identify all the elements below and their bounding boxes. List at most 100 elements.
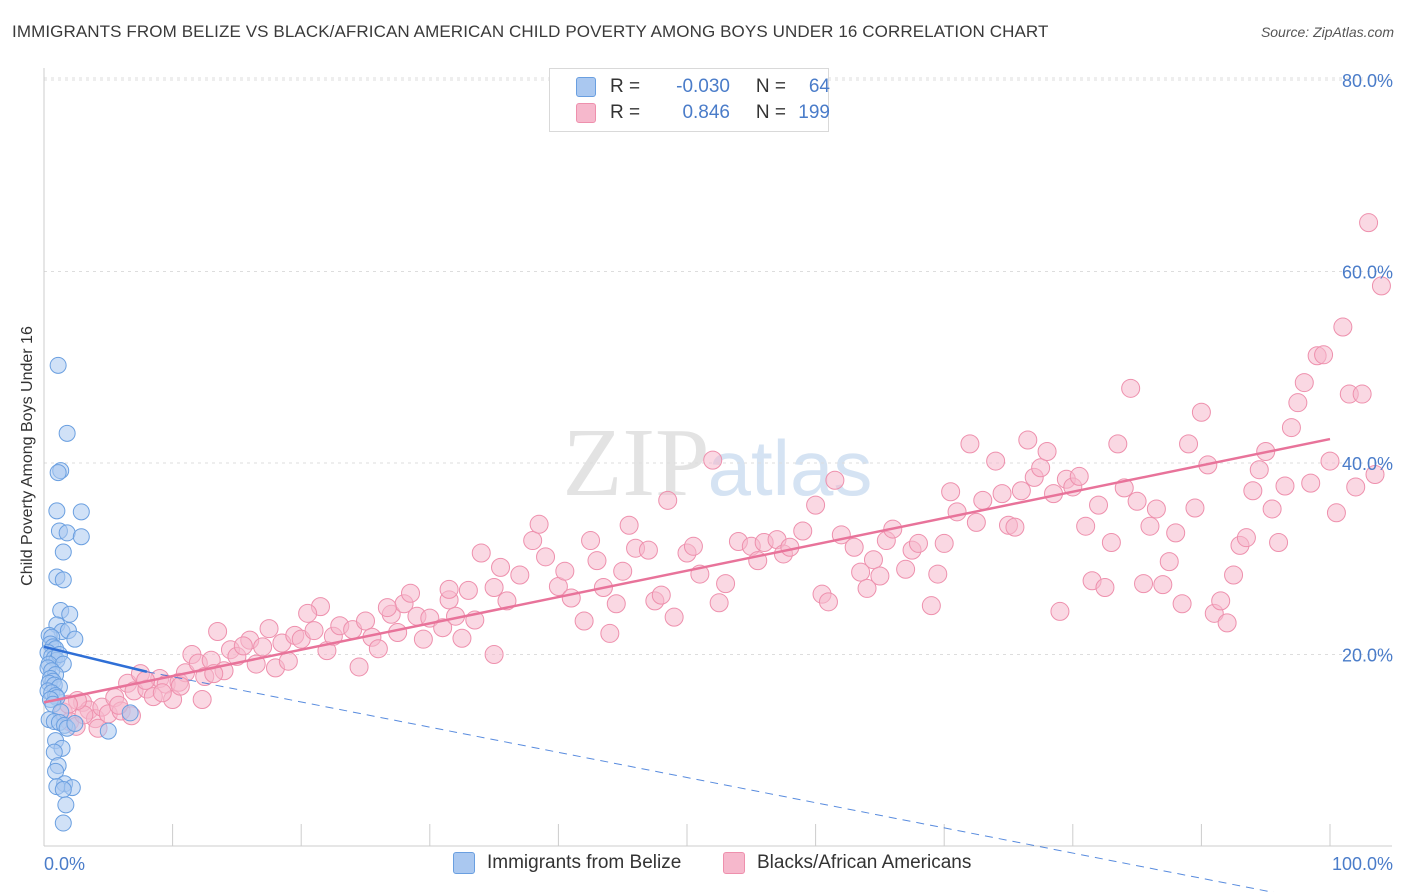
data-point	[1089, 495, 1109, 515]
data-point	[581, 531, 601, 551]
data-point	[58, 524, 76, 542]
legend-r-value: -0.030	[676, 76, 730, 97]
chart-title: IMMIGRANTS FROM BELIZE VS BLACK/AFRICAN …	[12, 22, 1049, 41]
data-point	[529, 514, 549, 534]
data-point	[1172, 594, 1192, 614]
data-point	[58, 424, 76, 442]
data-point	[818, 592, 838, 612]
data-point	[1050, 601, 1070, 621]
data-point	[1114, 478, 1134, 498]
data-point	[1236, 528, 1256, 548]
data-point	[433, 618, 453, 638]
data-point	[561, 588, 581, 608]
data-point	[1269, 532, 1289, 552]
data-point	[259, 619, 279, 639]
y-tick-label: 60.0%	[1342, 263, 1393, 283]
trend-line-belize	[43, 645, 148, 673]
data-point	[1166, 523, 1186, 543]
legend-item-belize[interactable]: Immigrants from Belize	[453, 852, 681, 874]
data-point	[825, 470, 845, 490]
legend-row-blacks: R = 0.846 N = 199	[576, 101, 830, 125]
data-point	[703, 450, 723, 470]
data-point	[992, 484, 1012, 504]
data-point	[683, 536, 703, 556]
data-point	[709, 593, 729, 613]
source-credit: Source: ZipAtlas.com	[1260, 24, 1394, 40]
data-point	[66, 714, 84, 732]
data-point	[1262, 499, 1282, 519]
data-point	[368, 639, 388, 659]
data-point	[1288, 393, 1308, 413]
data-point	[1301, 473, 1321, 493]
data-point	[413, 629, 433, 649]
data-point	[896, 559, 916, 579]
data-point	[947, 502, 967, 522]
data-point	[966, 512, 986, 532]
legend-row-belize: R = -0.030 N = 64	[576, 75, 830, 99]
data-point	[54, 781, 72, 799]
data-point	[664, 607, 684, 627]
data-point	[651, 585, 671, 605]
data-point	[1211, 591, 1231, 611]
series-belize-points	[39, 356, 139, 832]
data-point	[1191, 402, 1211, 422]
legend-swatch-pink	[723, 852, 745, 874]
data-point	[1153, 575, 1173, 595]
data-point	[121, 704, 139, 722]
data-point	[844, 537, 864, 557]
data-point	[1359, 213, 1379, 233]
data-point	[152, 683, 172, 703]
data-point	[99, 722, 117, 740]
data-point	[587, 551, 607, 571]
data-point	[960, 434, 980, 454]
data-point	[49, 356, 67, 374]
data-point	[1011, 481, 1031, 501]
data-point	[638, 540, 658, 560]
data-point	[1095, 577, 1115, 597]
data-point	[484, 577, 504, 597]
trend-lines	[43, 437, 1331, 892]
data-point	[253, 637, 273, 657]
data-point	[452, 628, 472, 648]
legend-n-label: N =	[755, 102, 786, 123]
data-point	[934, 533, 954, 553]
data-point	[1134, 574, 1154, 594]
trend-line-belize-extrapolated	[146, 671, 1275, 892]
data-point	[1314, 345, 1334, 365]
data-point	[1352, 384, 1372, 404]
data-point	[66, 630, 84, 648]
data-point	[658, 490, 678, 510]
watermark-atlas: atlas	[708, 424, 873, 512]
y-tick-label: 40.0%	[1342, 454, 1393, 474]
legend-r-label: R =	[610, 76, 641, 97]
data-point	[1127, 491, 1147, 511]
data-point	[1243, 481, 1263, 501]
axes	[43, 68, 1392, 847]
data-point	[1101, 532, 1121, 552]
data-point	[170, 676, 190, 696]
data-point	[1005, 517, 1025, 537]
data-point	[298, 603, 318, 623]
data-point	[57, 796, 75, 814]
data-point	[48, 502, 66, 520]
legend-r-value: 0.846	[682, 102, 730, 123]
x-tick-label-max: 100.0%	[1332, 854, 1393, 874]
x-tick-label-min: 0.0%	[44, 854, 85, 874]
legend-label-belize: Immigrants from Belize	[487, 852, 682, 873]
data-point	[1108, 434, 1128, 454]
legend-item-blacks[interactable]: Blacks/African Americans	[723, 852, 971, 874]
data-point	[1281, 418, 1301, 438]
grid-lines	[44, 77, 1392, 655]
data-point	[1275, 476, 1295, 496]
data-point	[72, 528, 90, 546]
data-point	[497, 591, 517, 611]
y-axis-label: Child Poverty Among Boys Under 16	[19, 326, 36, 586]
data-point	[600, 623, 620, 643]
data-point	[857, 578, 877, 598]
data-point	[870, 566, 890, 586]
stats-legend: R = -0.030 N = 64 R = 0.846 N = 199	[549, 68, 830, 132]
data-point	[484, 645, 504, 664]
data-point	[304, 621, 324, 641]
data-point	[233, 636, 253, 656]
